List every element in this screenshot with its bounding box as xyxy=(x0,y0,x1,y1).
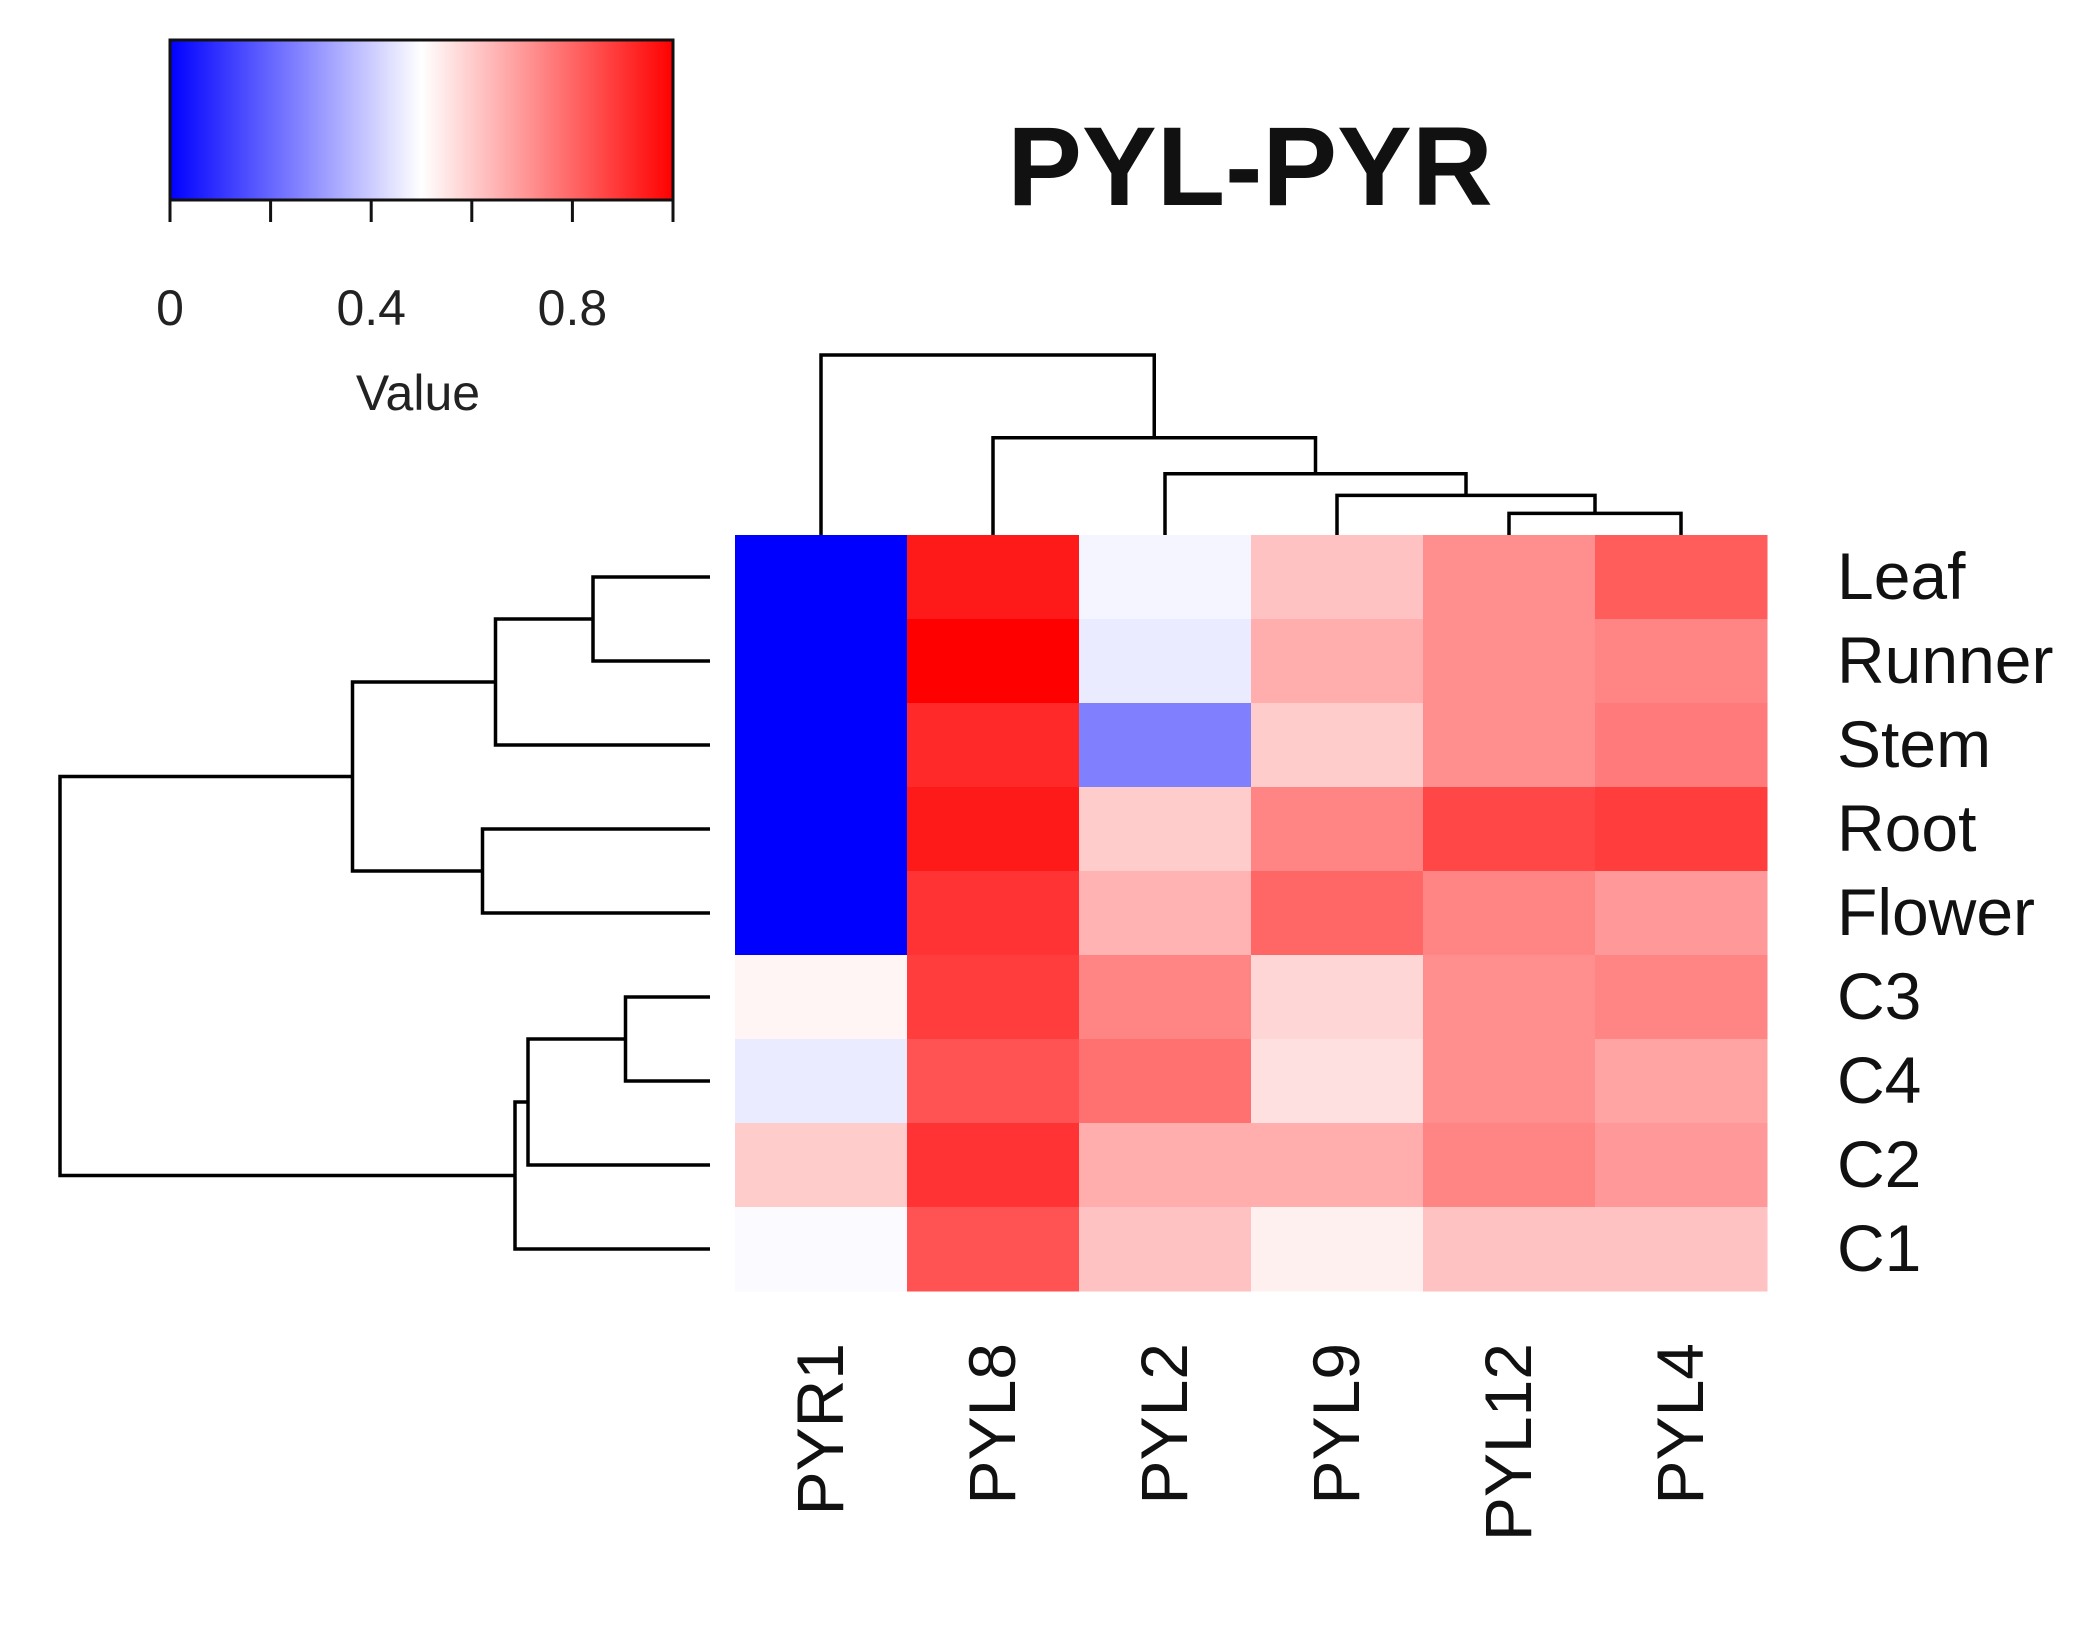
heatmap-cell xyxy=(1595,1207,1768,1292)
heatmap-cell xyxy=(735,787,908,872)
row-dendrogram-branch xyxy=(591,575,710,663)
row-dendrogram xyxy=(58,575,710,1251)
row-label: C2 xyxy=(1837,1127,1921,1201)
heatmap-cell xyxy=(1251,619,1424,704)
column-label: PYL12 xyxy=(1471,1343,1545,1541)
row-label: C4 xyxy=(1837,1043,1921,1117)
heatmap-cell xyxy=(907,1039,1080,1124)
heatmap-cell xyxy=(907,703,1080,788)
heatmap-cell xyxy=(1251,703,1424,788)
column-label: PYL4 xyxy=(1643,1343,1717,1504)
color-key-tick-label: 0 xyxy=(156,280,184,336)
heatmap-cell xyxy=(735,955,908,1040)
heatmap-cell xyxy=(1423,1207,1596,1292)
heatmap-cell xyxy=(1079,619,1252,704)
heatmap-cell xyxy=(1251,955,1424,1040)
heatmap-cell xyxy=(1595,1123,1768,1208)
heatmap-cell xyxy=(1423,703,1596,788)
heatmap-cell xyxy=(1079,535,1252,620)
column-labels: PYR1 PYL8 PYL2 PYL9 PYL12 PYL4 xyxy=(783,1343,1717,1541)
heatmap-cell xyxy=(907,1207,1080,1292)
heatmap-cell xyxy=(735,1123,908,1208)
heatmap-cell xyxy=(1595,871,1768,956)
column-dendrogram-branch xyxy=(1507,511,1683,535)
heatmap-cell xyxy=(735,1039,908,1124)
color-key: 0 0.4 0.8 Value xyxy=(156,38,675,421)
heatmap-cell xyxy=(1595,703,1768,788)
row-dendrogram-branch xyxy=(480,827,710,915)
column-label: PYL2 xyxy=(1127,1343,1201,1504)
row-dendrogram-branch xyxy=(58,774,515,1178)
heatmap-cell xyxy=(907,787,1080,872)
heatmap-cell xyxy=(1423,535,1596,620)
column-dendrogram xyxy=(819,353,1683,535)
heatmap-cell xyxy=(735,871,908,956)
row-dendrogram-branch xyxy=(493,617,710,747)
heatmap-cell xyxy=(907,955,1080,1040)
heatmap-cell xyxy=(1251,1123,1424,1208)
heatmap-cell xyxy=(1079,1123,1252,1208)
heatmap-cell xyxy=(1251,1039,1424,1124)
heatmap-cell xyxy=(907,619,1080,704)
column-label: PYL8 xyxy=(955,1343,1029,1504)
heatmap-grid xyxy=(735,535,1768,1292)
column-dendrogram-branch xyxy=(1163,472,1468,535)
color-key-gradient xyxy=(168,38,675,202)
row-labels: Leaf Runner Stem Root Flower C3 C4 C2 C1 xyxy=(1837,539,2053,1285)
heatmap-cell xyxy=(1251,1207,1424,1292)
column-label: PYL9 xyxy=(1299,1343,1373,1504)
heatmap-cell xyxy=(1595,787,1768,872)
color-key-label: Value xyxy=(356,365,480,421)
heatmap-cell xyxy=(907,535,1080,620)
heatmap-cell xyxy=(1423,955,1596,1040)
row-label: C3 xyxy=(1837,959,1921,1033)
heatmap-cell xyxy=(1079,955,1252,1040)
column-dendrogram-branch xyxy=(819,353,1156,535)
row-label: Stem xyxy=(1837,707,1991,781)
heatmap-cell xyxy=(1423,787,1596,872)
color-key-tick-label: 0.8 xyxy=(538,280,608,336)
heatmap-cell xyxy=(1595,619,1768,704)
row-dendrogram-branch xyxy=(513,1100,710,1251)
chart-title: PYL-PYR xyxy=(1007,104,1492,229)
heatmap-cell xyxy=(1423,1039,1596,1124)
column-dendrogram-branch xyxy=(1335,493,1597,535)
heatmap-cell xyxy=(1251,535,1424,620)
heatmap-cell xyxy=(1079,1207,1252,1292)
row-label: Root xyxy=(1837,791,1976,865)
heatmap-cell xyxy=(735,535,908,620)
row-label: Runner xyxy=(1837,623,2053,697)
heatmap-cell xyxy=(1423,1123,1596,1208)
row-dendrogram-branch xyxy=(623,995,710,1083)
row-dendrogram-branch xyxy=(526,1037,710,1167)
heatmap-cell xyxy=(1423,871,1596,956)
heatmap-cell xyxy=(907,1123,1080,1208)
column-label: PYR1 xyxy=(783,1343,857,1515)
heatmap-cell xyxy=(1079,1039,1252,1124)
heatmap-cell xyxy=(1595,535,1768,620)
heatmap-cell xyxy=(1251,871,1424,956)
heatmap-cell xyxy=(1595,1039,1768,1124)
heatmap-cell xyxy=(735,703,908,788)
color-key-tick-label: 0.4 xyxy=(336,280,406,336)
heatmap-cell xyxy=(1251,787,1424,872)
heatmap-cell xyxy=(1423,619,1596,704)
row-dendrogram-branch xyxy=(350,680,496,873)
row-label: Flower xyxy=(1837,875,2035,949)
heatmap-cell xyxy=(1079,871,1252,956)
heatmap-cell xyxy=(1079,787,1252,872)
row-label: C1 xyxy=(1837,1211,1921,1285)
heatmap-cell xyxy=(1595,955,1768,1040)
column-dendrogram-branch xyxy=(991,436,1318,535)
heatmap-cell xyxy=(907,871,1080,956)
row-label: Leaf xyxy=(1837,539,1966,613)
heatmap-cell xyxy=(1079,703,1252,788)
heatmap-cell xyxy=(735,619,908,704)
heatmap-cell xyxy=(735,1207,908,1292)
